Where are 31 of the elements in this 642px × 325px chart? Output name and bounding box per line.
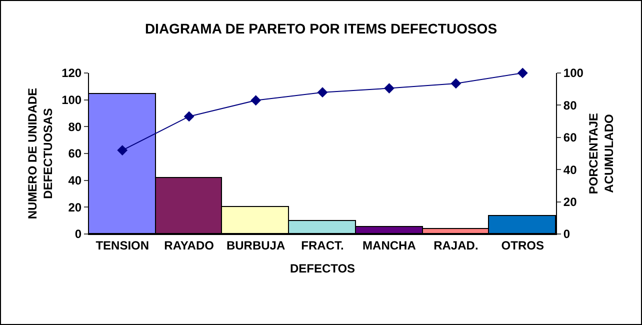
- point: [117, 145, 128, 156]
- point: [317, 87, 328, 98]
- y2-axis-title: PORCENTAJE ACUMULADO: [586, 112, 616, 194]
- y-tick-label: 40: [68, 174, 82, 188]
- y-tick-label: 0: [74, 227, 82, 242]
- chart-title: DIAGRAMA DE PARETO POR ITEMS DEFECTUOSOS: [144, 20, 498, 36]
- y2-tick-label: 60: [563, 130, 578, 145]
- x-tick-label: BURBUJA: [226, 238, 286, 252]
- x-tick-label: TENSION: [96, 238, 150, 252]
- x-axis-title: DEFECTOS: [290, 261, 356, 276]
- y-tick-label: 100: [62, 93, 82, 108]
- y2-tick-label: 80: [563, 98, 578, 112]
- x-tick-label: MANCHA: [362, 238, 416, 252]
- x-tick-label: RAJAD.: [434, 238, 478, 252]
- y-tick-label: 80: [68, 120, 82, 134]
- y2-tick-label: 40: [563, 162, 578, 177]
- x-tick-label: OTROS: [501, 238, 544, 252]
- y2-tick-label: 20: [563, 195, 578, 209]
- y-tick-label: 60: [68, 146, 82, 161]
- y2-tick-label: 0: [563, 227, 570, 242]
- point: [250, 95, 261, 106]
- x-tick-label: RAYADO: [164, 238, 214, 252]
- y2-tick-label: 100: [563, 66, 584, 80]
- y-tick-label: 20: [68, 200, 82, 214]
- point: [384, 83, 394, 94]
- x-tick-label: FRACT.: [301, 238, 344, 252]
- point: [184, 111, 194, 122]
- y-tick-label: 120: [62, 66, 82, 80]
- point: [450, 78, 462, 89]
- y-axis-title: NUMERO DE UNIDADE DEFECTUOSAS: [25, 88, 55, 220]
- point: [517, 68, 528, 78]
